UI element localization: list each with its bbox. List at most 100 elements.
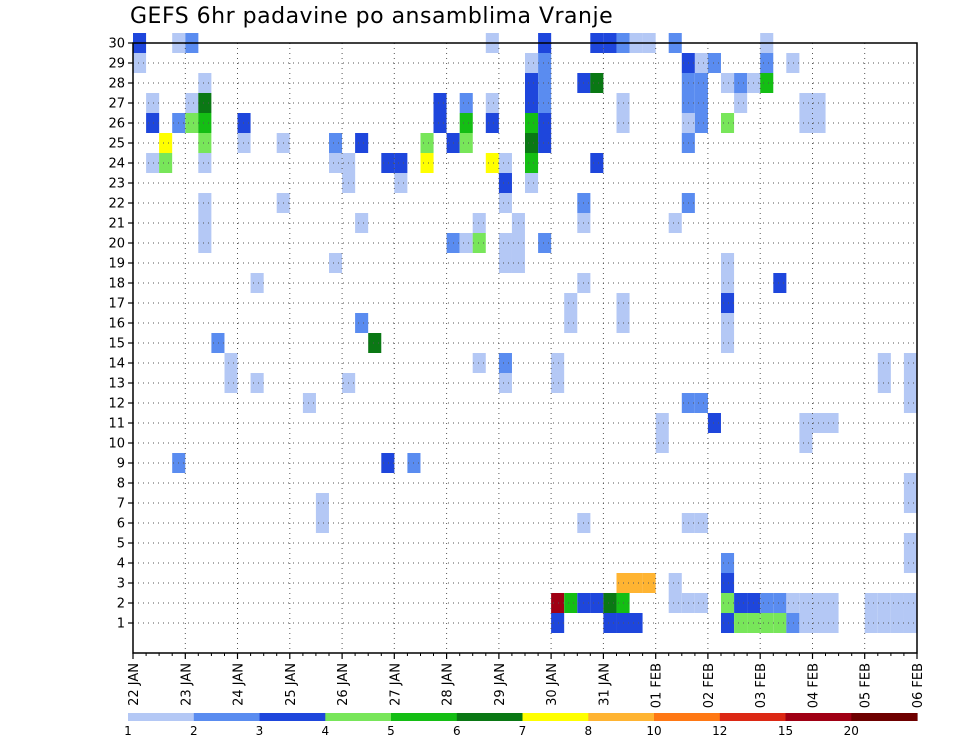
heatmap-cell bbox=[198, 213, 212, 233]
heatmap-cell bbox=[812, 613, 826, 633]
heatmap-cell bbox=[799, 113, 813, 133]
heatmap-cell bbox=[721, 593, 735, 613]
heatmap-cell bbox=[329, 153, 343, 173]
heatmap-cell bbox=[773, 613, 787, 633]
heatmap-cell bbox=[237, 113, 251, 133]
y-tick-label: 4 bbox=[117, 557, 125, 572]
heatmap-cell bbox=[903, 373, 917, 393]
legend-label: 20 bbox=[844, 724, 859, 738]
heatmap-cell bbox=[799, 413, 813, 433]
y-tick-label: 18 bbox=[108, 277, 125, 292]
heatmap-cell bbox=[498, 233, 512, 253]
x-tick-label: 27 JAN bbox=[388, 663, 403, 706]
heatmap-cell bbox=[472, 233, 486, 253]
x-tick-label: 24 JAN bbox=[232, 663, 247, 706]
heatmap-cell bbox=[498, 353, 512, 373]
y-tick-label: 9 bbox=[117, 457, 125, 472]
y-tick-label: 2 bbox=[117, 597, 125, 612]
heatmap-cell bbox=[773, 273, 787, 293]
heatmap-cell bbox=[760, 53, 774, 73]
heatmap-cell bbox=[498, 253, 512, 273]
heatmap-cell bbox=[668, 573, 682, 593]
heatmap-cell bbox=[721, 273, 735, 293]
heatmap-cell bbox=[198, 93, 212, 113]
heatmap-cell bbox=[812, 413, 826, 433]
heatmap-cell bbox=[551, 593, 565, 613]
heatmap-cell bbox=[694, 593, 708, 613]
heatmap-cell bbox=[734, 73, 748, 93]
x-tick-label: 25 JAN bbox=[284, 663, 299, 706]
heatmap-cell bbox=[433, 113, 447, 133]
heatmap-cell bbox=[472, 213, 486, 233]
heatmap-cell bbox=[329, 253, 343, 273]
heatmap-cell bbox=[786, 53, 800, 73]
y-tick-label: 30 bbox=[108, 37, 125, 52]
legend-swatch bbox=[128, 713, 195, 721]
heatmap-cell bbox=[394, 173, 408, 193]
heatmap-cell bbox=[877, 613, 891, 633]
heatmap-cell bbox=[564, 293, 578, 313]
heatmap-cell bbox=[198, 133, 212, 153]
heatmap-cell bbox=[590, 593, 604, 613]
heatmap-cell bbox=[211, 333, 225, 353]
heatmap-cell bbox=[459, 93, 473, 113]
heatmap-cell bbox=[655, 433, 669, 453]
heatmap-cell bbox=[721, 333, 735, 353]
heatmap-cell bbox=[315, 513, 329, 533]
heatmap-cell bbox=[498, 153, 512, 173]
heatmap-cell bbox=[721, 293, 735, 313]
legend-label: 6 bbox=[453, 724, 461, 738]
heatmap-cell bbox=[538, 133, 552, 153]
heatmap-cell bbox=[525, 153, 539, 173]
legend-label: 8 bbox=[584, 724, 592, 738]
heatmap-cell bbox=[198, 73, 212, 93]
heatmap-cell bbox=[903, 533, 917, 553]
y-tick-label: 12 bbox=[108, 397, 125, 412]
heatmap-cell bbox=[355, 213, 369, 233]
heatmap-cell bbox=[721, 573, 735, 593]
legend-label: 12 bbox=[712, 724, 727, 738]
y-tick-label: 28 bbox=[108, 77, 125, 92]
legend-swatch bbox=[719, 713, 787, 721]
x-tick-label: 31 JAN bbox=[597, 663, 612, 706]
heatmap-cell bbox=[786, 593, 800, 613]
heatmap-cell bbox=[329, 133, 343, 153]
heatmap-cell bbox=[864, 593, 878, 613]
heatmap-cell bbox=[655, 413, 669, 433]
heatmap-cell bbox=[773, 593, 787, 613]
heatmap-cell bbox=[825, 413, 839, 433]
y-tick-label: 7 bbox=[117, 497, 125, 512]
grid-lines bbox=[132, 42, 918, 653]
legend-swatch bbox=[522, 713, 589, 721]
heatmap-cell bbox=[420, 133, 434, 153]
heatmap-cell bbox=[538, 73, 552, 93]
heatmap-cell bbox=[381, 153, 395, 173]
heatmap-cell bbox=[564, 593, 578, 613]
heatmap-cell bbox=[812, 113, 826, 133]
heatmap-cell bbox=[721, 313, 735, 333]
heatmap-cell bbox=[786, 613, 800, 633]
x-tick-label: 02 FEB bbox=[702, 663, 717, 708]
heatmap-cell bbox=[485, 93, 499, 113]
legend-swatch bbox=[325, 713, 392, 721]
legend-swatch bbox=[391, 713, 458, 721]
heatmap-cell bbox=[721, 613, 735, 633]
y-tick-label: 14 bbox=[108, 357, 125, 372]
heatmap-cell bbox=[250, 273, 264, 293]
heatmap-cell bbox=[433, 93, 447, 113]
heatmap-cell bbox=[721, 113, 735, 133]
heatmap-cell bbox=[485, 153, 499, 173]
y-tick-label: 27 bbox=[108, 97, 125, 112]
heatmap-cell bbox=[472, 353, 486, 373]
heatmap-cell bbox=[799, 93, 813, 113]
x-tick-label: 23 JAN bbox=[179, 663, 194, 706]
heatmap-cell bbox=[825, 613, 839, 633]
heatmap-cell bbox=[903, 353, 917, 373]
heatmap-cell bbox=[903, 613, 917, 633]
legend-label: 15 bbox=[778, 724, 793, 738]
heatmap-cell bbox=[668, 593, 682, 613]
y-tick-label: 25 bbox=[108, 137, 125, 152]
heatmap-cell bbox=[459, 113, 473, 133]
heatmap-cell bbox=[707, 53, 721, 73]
legend-swatch bbox=[588, 713, 655, 721]
